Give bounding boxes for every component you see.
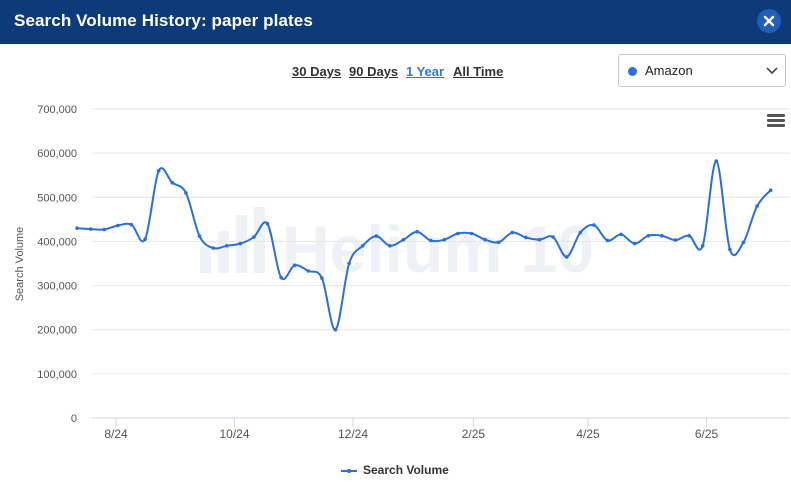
y-tick-label: 700,000 [37,104,77,116]
watermark-text: Helium 10 [282,212,594,286]
data-point [469,231,474,236]
data-point [252,235,256,239]
data-point [292,263,297,268]
data-point [700,244,705,248]
data-point [660,233,664,238]
data-point [401,237,406,242]
series-line-search-volume [77,160,772,331]
data-point [279,275,283,280]
range-90-days[interactable]: 90 Days [349,64,399,79]
data-point [143,237,147,241]
data-point [428,238,433,243]
data-point [238,241,243,246]
dialog-title: Search Volume History: paper plates [14,11,313,30]
x-tick-label: 2/25 [462,427,486,441]
helium10-watermark: Helium 10 [200,207,594,286]
data-point [551,235,555,239]
data-point [619,232,623,237]
dialog-header: Search Volume History: paper plates [0,0,791,44]
data-point [578,230,583,235]
data-point [211,246,215,250]
time-range-selector: 30 Days 90 Days 1 Year All Time [0,64,791,82]
data-point [374,234,379,238]
marketplace-dot [628,67,637,76]
chart-menu-icon[interactable] [767,114,785,128]
data-point [116,223,120,228]
range-1-year[interactable]: 1 Year [406,64,445,79]
data-point [415,229,419,234]
data-point [388,244,392,248]
data-point [524,235,528,240]
close-button[interactable] [757,9,781,33]
data-point [728,247,732,252]
marketplace-select[interactable]: Amazon [618,54,786,87]
y-tick-label: 300,000 [37,281,77,293]
data-point [496,240,501,245]
chevron-down-icon [766,67,778,75]
data-point [768,188,773,192]
data-point [632,241,637,246]
data-point [184,191,188,195]
range-30-days[interactable]: 30 Days [292,64,342,79]
y-tick-label: 100,000 [37,369,77,381]
data-point [510,230,515,235]
data-point [197,234,202,238]
y-tick-label: 400,000 [37,236,77,248]
y-tick-label: 0 [71,413,77,425]
data-point [129,222,134,227]
data-point [88,227,93,231]
y-axis-ticks: 0 100,000 200,000 300,000 400,000 500,000 600,… [37,104,77,425]
data-point [605,238,610,243]
data-point [755,204,759,208]
data-point [537,237,542,242]
legend-label: Search Volume [363,463,449,477]
close-icon [763,15,775,27]
data-point [347,261,351,266]
y-tick-label: 600,000 [37,148,77,160]
series-points [75,159,773,332]
data-point [333,327,338,332]
marketplace-label: Amazon [645,63,693,78]
y-axis-label: Search Volume [14,227,26,302]
x-axis: 8/24 10/24 12/24 2/25 4/25 6/25 [92,417,790,441]
data-point [75,226,79,230]
y-tick-label: 500,000 [37,192,77,204]
data-point [483,237,487,242]
data-point [360,244,365,248]
legend-dot-marker [347,469,351,473]
data-point [102,227,107,232]
x-tick-label: 8/24 [104,427,128,441]
y-tick-label: 200,000 [37,325,77,337]
data-point [442,237,447,242]
data-point [673,238,678,242]
data-point [714,159,719,163]
data-point [564,255,569,259]
x-tick-label: 4/25 [576,427,600,441]
data-point [456,231,460,236]
data-point [320,276,324,280]
range-all-time[interactable]: All Time [453,64,504,79]
grid-lines [92,108,790,375]
data-point [592,223,596,227]
data-point [687,233,691,238]
data-point [741,240,746,245]
x-tick-label: 6/25 [695,427,719,441]
x-tick-label: 10/24 [219,427,249,441]
data-point [170,180,175,185]
x-tick-label: 12/24 [338,427,368,441]
data-point [306,269,311,273]
data-point [156,169,161,173]
data-point [265,222,270,226]
data-point [224,244,229,248]
data-point [646,233,651,238]
